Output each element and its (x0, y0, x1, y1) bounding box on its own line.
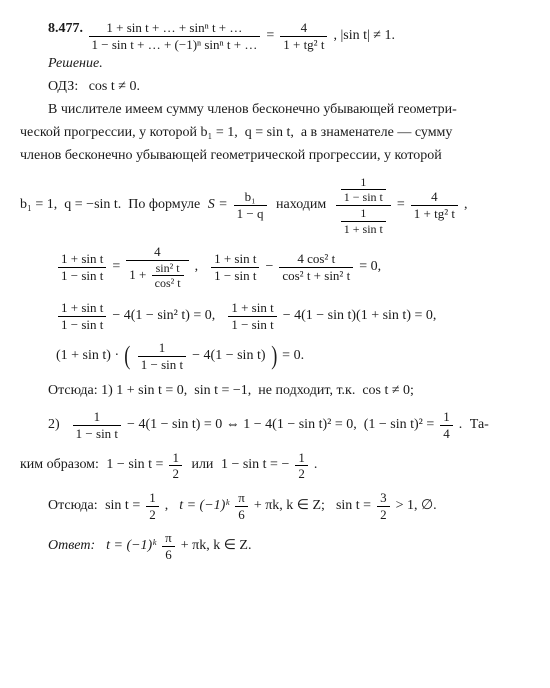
case-1: Отсюда: 1) 1 + sin t = 0, sin t = −1, не… (20, 382, 530, 401)
case-2: 2) 11 − sin t − 4(1 − sin t) = 0 ⇔ 1 − 4… (20, 410, 530, 440)
para-1: В числителе имеем сумму членов бесконечн… (20, 101, 530, 120)
kim-line: ким образом: 1 − sin t = 12 или 1 − sin … (20, 451, 530, 481)
formula-s-line: b₁ = 1, q = −sin t. По формуле S = b₁ 1 … (20, 176, 530, 235)
problem-condition: , |sin t| ≠ 1. (333, 27, 395, 46)
odz-line: ОДЗ: cos t ≠ 0. (20, 78, 530, 97)
problem-line: 8.477. 1 + sin t + … + sinⁿ t + … 1 − si… (20, 20, 530, 51)
formula-line-b: 1 + sin t1 − sin t − 4(1 − sin² t) = 0, … (20, 300, 530, 331)
solution-label: Решение. (20, 55, 530, 74)
s-formula: b₁ 1 − q (232, 190, 269, 220)
problem-number: 8.477. (48, 21, 83, 36)
big-double-frac: 1 1 − sin t 1 1 + sin t (334, 176, 393, 235)
formula-line-a: 1 + sin t1 − sin t = 4 1 + sin² tcos² t … (20, 245, 530, 290)
problem-lhs-frac: 1 + sin t + … + sinⁿ t + … 1 − sin t + …… (87, 21, 263, 51)
para-2: ческой прогрессии, у которой b₁ = 1, q =… (20, 124, 530, 143)
answer-line: Ответ: t = (−1)ᵏ π6 + πk, k ∈ Z. (20, 531, 530, 561)
problem-rhs-frac: 4 1 + tg² t (278, 21, 329, 51)
formula-line-c: (1 + sin t) · ( 11 − sin t − 4(1 − sin t… (20, 341, 530, 371)
para-3: членов бесконечно убывающей геометрическ… (20, 147, 530, 166)
otsyuda-line: Отсюда: sin t = 12 , t = (−1)ᵏ π6 + πk, … (20, 491, 530, 521)
